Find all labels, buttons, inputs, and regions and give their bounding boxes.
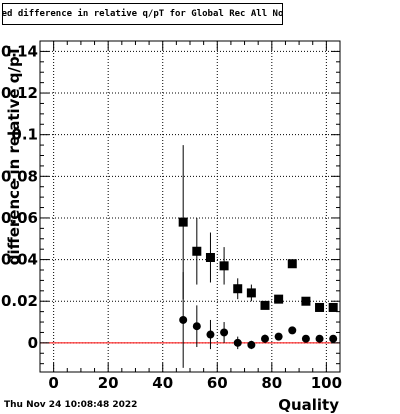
- x-tick-label: 100: [311, 374, 342, 392]
- data-point-square: [178, 217, 188, 227]
- y-tick-label: 0.1: [11, 126, 38, 144]
- data-point-square: [233, 284, 243, 294]
- timestamp-label: Thu Nov 24 10:08:48 2022: [4, 400, 138, 410]
- data-point-circle: [206, 330, 215, 339]
- x-tick-label: 60: [207, 374, 228, 392]
- x-tick-label: 0: [48, 374, 58, 392]
- data-point-circle: [261, 334, 269, 343]
- data-point-circle: [301, 334, 310, 343]
- data-point-circle: [274, 332, 283, 341]
- x-tick-label: 40: [152, 374, 173, 392]
- data-point-circle: [220, 328, 229, 337]
- data-point-square: [315, 302, 325, 312]
- y-tick-label: 0.02: [1, 292, 38, 310]
- data-point-square: [205, 253, 215, 263]
- data-point-circle: [179, 315, 188, 324]
- y-tick-label: 0.06: [1, 209, 38, 227]
- data-point-circle: [329, 334, 338, 343]
- y-tick-label: 0.12: [1, 84, 38, 102]
- chart-title-box: Fitted difference in relative q/pT for G…: [2, 3, 283, 25]
- data-point-square: [301, 296, 311, 306]
- data-point-circle: [247, 340, 256, 349]
- tick-labels: 0 20 40 60 80 100 0 0.02 0.04 0.06 0.08 0.1 0.12 0.14: [1, 42, 342, 392]
- data-point-square: [192, 246, 202, 256]
- plot-area: [40, 41, 340, 372]
- data-point-square: [328, 302, 338, 312]
- chart-title: Fitted difference in relative q/pT for G…: [2, 9, 283, 19]
- data-point-square: [219, 261, 229, 271]
- y-tick-label: 0.14: [1, 42, 38, 60]
- data-point-square: [274, 294, 284, 304]
- y-axis-title: difference in relative q/pT: [5, 45, 23, 265]
- y-tick-label: 0.08: [1, 167, 38, 185]
- data-point-square: [287, 259, 297, 269]
- axes-frame: [39, 40, 341, 373]
- y-tick-label: 0.04: [1, 251, 38, 269]
- x-tick-label: 20: [98, 374, 119, 392]
- x-axis-title: Quality: [278, 396, 339, 414]
- grid: [40, 41, 340, 372]
- data-point-circle: [315, 334, 324, 343]
- data-point-square: [246, 288, 256, 298]
- data-point-circle: [288, 326, 297, 335]
- data-point-circle: [192, 322, 201, 331]
- y-tick-label: 0: [28, 334, 38, 352]
- data-point-square: [260, 300, 270, 310]
- data-point-circle: [233, 338, 242, 347]
- data-layer: [178, 145, 338, 368]
- x-tick-label: 80: [261, 374, 282, 392]
